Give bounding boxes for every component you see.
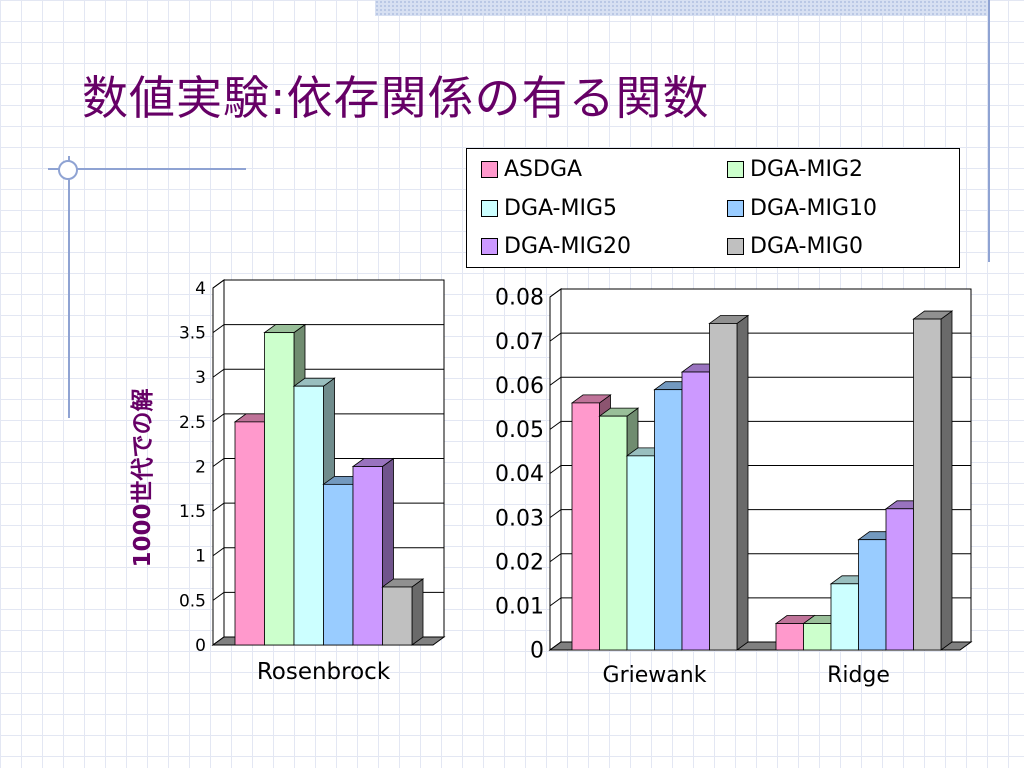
y-tick-label: 0.07 [495,330,544,355]
y-tick-label: 1 [195,547,206,567]
legend-item-asdga: ASDGA [481,154,582,184]
bar-dga-mig5-ridge [830,583,859,651]
category-label: Griewank [603,663,707,688]
y-tick-label: 1.5 [179,502,206,522]
slide-title: 数値実験:依存関係の有る関数 [82,71,710,125]
chart-legend: ASDGA DGA-MIG2 DGA-MIG5 DGA-MIG10 DGA-MIG20 D… [466,148,960,268]
bar-dga-mig0-griewank [709,323,738,651]
bar-asdga-griewank [571,402,600,651]
bar-dga-mig10-griewank [654,389,683,651]
left-decoration-line [68,156,70,418]
gridline [212,279,444,289]
legend-label: DGA-MIG10 [750,195,878,221]
decoration-ring [58,160,78,180]
y-tick-label: 0.05 [495,418,544,443]
bar-asdga-ridge [775,623,804,651]
y-tick-label: 3.5 [179,324,206,344]
y-tick-label: 0 [530,639,544,664]
y-tick-label: 0.02 [495,550,544,575]
bar-dga-mig5-rosenbrock [293,385,324,646]
bar-dga-mig2-rosenbrock [264,332,295,646]
gridline [212,413,444,423]
bar-dga-mig0-ridge [913,318,942,651]
bar-side [736,314,749,651]
category-label: Ridge [827,663,890,688]
bar-dga-mig20-ridge [885,508,914,651]
legend-item-dga-mig2: DGA-MIG2 [727,154,863,184]
bar-side [411,578,424,646]
bar-asdga-rosenbrock [234,421,265,646]
gridline [549,332,971,342]
gridline [549,553,971,563]
y-tick-label: 0 [195,636,206,656]
category-label: Rosenbrock [257,659,391,685]
y-tick-label: 0.03 [495,506,544,531]
bar-dga-mig20-griewank [681,371,710,651]
bar-dga-mig10-rosenbrock [323,483,354,646]
bar-dga-mig0-rosenbrock [382,586,413,646]
gridline [549,288,971,298]
bar-dga-mig2-griewank [599,415,628,651]
legend-item-dga-mig20: DGA-MIG20 [481,231,631,261]
legend-swatch [727,160,744,178]
gridline [549,465,971,474]
bar-side [940,310,953,651]
legend-swatch [481,199,498,217]
y-tick-label: 0.01 [495,595,544,620]
legend-item-dga-mig0: DGA-MIG0 [727,231,863,261]
right-decoration-line [988,0,990,262]
gridline [549,509,971,519]
legend-label: DGA-MIG20 [504,233,632,259]
y-tick-label: 0.5 [179,591,206,611]
y-tick-label: 2.5 [179,413,206,433]
bar-dga-mig10-ridge [858,539,887,651]
y-tick-label: 0.08 [495,286,544,311]
legend-label: DGA-MIG2 [750,156,864,182]
legend-swatch [481,237,498,255]
gridline [549,420,971,430]
legend-item-dga-mig10: DGA-MIG10 [727,193,877,223]
legend-swatch [727,237,744,255]
legend-label: DGA-MIG0 [750,233,864,259]
gridline [212,368,444,378]
bar-dga-mig2-ridge [803,623,832,651]
gridline [549,376,971,386]
y-tick-label: 0.04 [495,462,544,487]
bar-dga-mig20-rosenbrock [352,466,383,646]
legend-item-dga-mig5: DGA-MIG5 [481,193,617,223]
legend-swatch [481,160,498,178]
bar-dga-mig5-griewank [626,455,655,651]
y-tick-label: 4 [195,279,206,299]
top-decoration-band [375,0,990,16]
y-tick-label: 0.06 [495,374,544,399]
legend-swatch [727,199,744,217]
y-tick-label: 2 [195,457,206,477]
legend-label: DGA-MIG5 [504,195,618,221]
gridline [212,324,444,334]
title-underline [48,168,246,170]
y-tick-label: 3 [195,368,206,388]
legend-label: ASDGA [504,156,583,182]
